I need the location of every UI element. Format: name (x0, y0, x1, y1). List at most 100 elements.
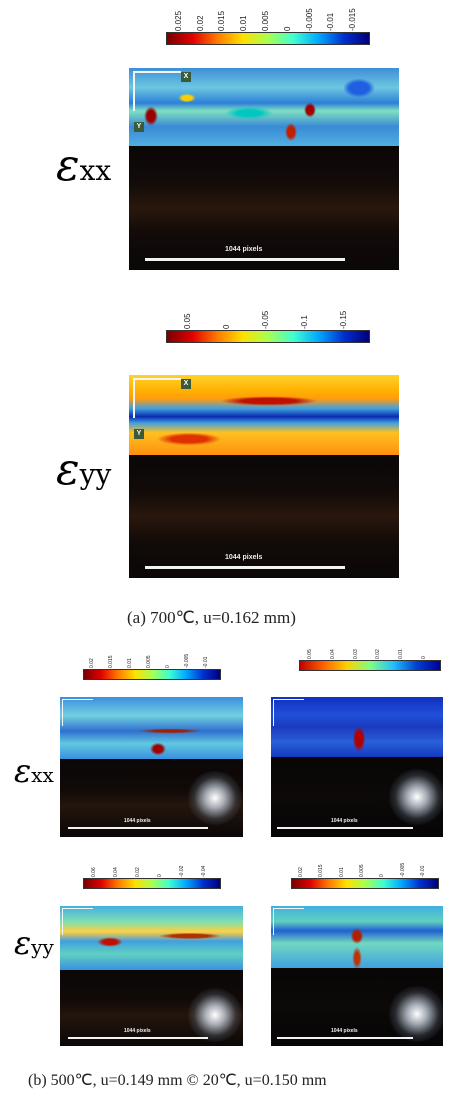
axis-x-label: X (181, 72, 191, 82)
colorbar-tick-label: 0.05 (182, 313, 192, 329)
strain-field-exx (60, 697, 243, 759)
colorbar-tick-label: 0.01 (127, 658, 134, 668)
strain-field-exx (129, 68, 399, 146)
epsilon-symbol: ε (56, 140, 80, 191)
colorbar-a-eyy-gradient (166, 330, 370, 343)
epsilon-symbol: ε (56, 444, 80, 495)
colorbar-b-exx-right (299, 660, 441, 671)
scale-bar (68, 1037, 208, 1039)
axis-indicator (273, 908, 304, 935)
colorbar-tick-label: 0.02 (375, 649, 382, 659)
strain-subscript: xx (79, 154, 112, 187)
colorbar-tick-label: 0.01 (239, 15, 249, 31)
specimen-background (129, 455, 399, 578)
strain-field-eyy (60, 906, 243, 970)
colorbar-tick-label: -0.005 (304, 8, 314, 31)
colorbar-tick-label: -0.005 (399, 862, 406, 877)
colorbar-tick-label: -0.15 (339, 310, 349, 329)
colorbar-b-eyy-left (83, 878, 221, 889)
colorbar-tick-label: 0 (221, 324, 231, 329)
strain-map-b-eyy-20: 1044 pixels (271, 906, 443, 1046)
axis-indicator (62, 908, 93, 935)
scale-bar (277, 1037, 413, 1039)
scale-bar (68, 827, 208, 829)
light-reflection (389, 769, 443, 825)
colorbar-tick-label: 0 (282, 26, 292, 31)
scale-bar (145, 258, 345, 261)
strain-label-b-exx: εxx (14, 752, 54, 790)
colorbar-tick-label: 0.005 (146, 655, 152, 668)
colorbar-tick-label: 0.03 (352, 649, 359, 659)
axis-y-label: Y (134, 122, 144, 132)
axis-indicator (133, 71, 181, 111)
colorbar-tick-label: 0.005 (359, 864, 365, 877)
caption-a: (a) 700℃, u=0.162 mm) (127, 608, 296, 627)
strain-label-a-eyy: εyy (56, 444, 111, 495)
colorbar-tick-label: 0.05 (307, 649, 314, 659)
colorbar-tick-label: -0.005 (183, 653, 190, 668)
scale-bar-label: 1044 pixels (225, 246, 263, 253)
scale-bar-label: 1044 pixels (124, 818, 151, 824)
scale-bar-label: 1044 pixels (331, 818, 358, 824)
colorbar-b-exx-left (83, 669, 221, 680)
colorbar-a-exx-gradient (166, 32, 370, 45)
colorbar-tick-label: 0.01 (398, 649, 404, 659)
colorbar-tick-label: 0.01 (338, 867, 345, 877)
specimen-background (129, 146, 399, 270)
colorbar-tick-label: 0.015 (108, 655, 115, 668)
colorbar-tick-label: -0.01 (419, 865, 426, 877)
light-reflection (389, 986, 443, 1042)
colorbar-tick-label: -0.1 (300, 315, 310, 329)
strain-label-a-exx: εxx (56, 140, 111, 191)
colorbar-tick-label: 0.015 (217, 10, 227, 31)
colorbar-tick-label: 0 (420, 656, 427, 659)
colorbar-b-eyy-right (291, 878, 439, 889)
scale-bar (277, 827, 413, 829)
colorbar-tick-label: 0.02 (298, 867, 305, 877)
strain-label-b-eyy: εyy (14, 924, 54, 962)
colorbar-tick-label: 0.02 (135, 867, 141, 877)
strain-subscript: yy (79, 458, 112, 491)
strain-map-a-exx: X Y 1044 pixels (129, 68, 399, 270)
scale-bar (145, 566, 345, 569)
epsilon-symbol: ε (14, 752, 32, 790)
colorbar-tick-label: 0 (164, 665, 171, 668)
colorbar-tick-label: 0 (379, 874, 386, 877)
colorbar-tick-label: 0.04 (330, 649, 336, 659)
axis-indicator (273, 699, 304, 726)
colorbar-tick-label: 0.015 (318, 864, 325, 877)
colorbar-tick-label: -0.05 (261, 310, 270, 329)
light-reflection (188, 988, 242, 1042)
strain-subscript: xx (31, 763, 54, 787)
colorbar-tick-label: -0.02 (179, 865, 185, 877)
colorbar-tick-label: 0.06 (91, 867, 97, 877)
colorbar-tick-label: -0.01 (202, 656, 209, 668)
caption-b: (b) 500℃, u=0.149 mm © 20℃, u=0.150 mm (28, 1072, 327, 1089)
axis-indicator (62, 699, 93, 726)
light-reflection (188, 771, 242, 825)
epsilon-symbol: ε (14, 924, 32, 962)
scale-bar-label: 1044 pixels (124, 1028, 151, 1034)
strain-field-exx (271, 697, 443, 757)
strain-map-a-eyy: X Y 1044 pixels (129, 375, 399, 578)
strain-field-eyy (271, 906, 443, 968)
colorbar-tick-label: 0 (157, 874, 163, 877)
scale-bar-label: 1044 pixels (225, 554, 263, 561)
colorbar-tick-label: -0.01 (326, 12, 336, 31)
colorbar-tick-label: 0.02 (89, 658, 96, 668)
strain-subscript: yy (31, 935, 54, 959)
axis-y-label: Y (134, 429, 144, 439)
colorbar-tick-label: 0.005 (261, 10, 270, 31)
colorbar-tick-label: -0.04 (201, 865, 207, 877)
strain-field-eyy (129, 375, 399, 455)
colorbar-tick-label: -0.015 (348, 8, 358, 31)
colorbar-tick-label: 0.025 (173, 10, 183, 31)
strain-map-b-exx-500: 1044 pixels (60, 697, 243, 837)
axis-indicator (133, 378, 181, 418)
strain-map-b-exx-20: 1044 pixels (271, 697, 443, 837)
axis-x-label: X (181, 379, 191, 389)
strain-map-b-eyy-500: 1044 pixels (60, 906, 243, 1046)
scale-bar-label: 1044 pixels (331, 1028, 358, 1034)
colorbar-tick-label: 0.04 (113, 867, 119, 877)
colorbar-tick-label: 0.02 (195, 15, 205, 31)
